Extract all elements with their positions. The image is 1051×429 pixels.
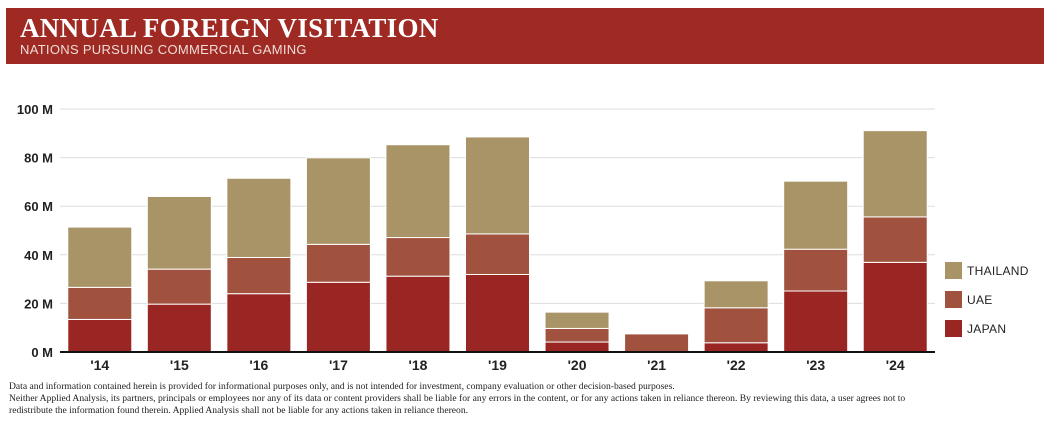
bar-thailand-6 bbox=[544, 311, 610, 329]
bar-thailand-9 bbox=[783, 180, 849, 250]
legend-label-uae: UAE bbox=[967, 293, 993, 307]
bar-uae-5 bbox=[465, 233, 530, 275]
y-tick-label: 100 M bbox=[17, 102, 53, 117]
legend-label-thailand: THAILAND bbox=[967, 264, 1029, 278]
title-banner: ANNUAL FOREIGN VISITATION NATIONS PURSUI… bbox=[6, 8, 1044, 64]
x-tick-label: '18 bbox=[409, 357, 428, 373]
bar-uae-3 bbox=[305, 243, 371, 283]
bar-thailand-1 bbox=[146, 195, 212, 270]
bar-thailand-3 bbox=[305, 157, 371, 245]
x-tick-label: '21 bbox=[647, 357, 666, 373]
bar-thailand-7 bbox=[624, 332, 690, 335]
legend-swatch-thailand bbox=[945, 262, 962, 279]
bar-uae-2 bbox=[226, 256, 292, 295]
bar-japan-9 bbox=[783, 290, 849, 353]
legend-item-uae: UAE bbox=[945, 291, 1045, 311]
x-tick-label: '15 bbox=[170, 357, 189, 373]
bar-japan-5 bbox=[465, 273, 530, 353]
y-tick-label: 60 M bbox=[24, 199, 53, 214]
y-tick-label: 0 M bbox=[31, 345, 53, 360]
bar-japan-10 bbox=[862, 261, 928, 353]
legend-label-japan: JAPAN bbox=[967, 322, 1007, 336]
y-tick-label: 80 M bbox=[24, 151, 53, 166]
x-tick-label: '16 bbox=[249, 357, 268, 373]
bar-thailand-8 bbox=[703, 280, 769, 309]
x-tick-label: '23 bbox=[806, 357, 825, 373]
bar-japan-0 bbox=[67, 318, 133, 353]
bar-thailand-5 bbox=[465, 136, 530, 235]
chart-subtitle: NATIONS PURSUING COMMERCIAL GAMING bbox=[20, 42, 307, 57]
footnote-line-1: Data and information contained herein is… bbox=[9, 381, 675, 392]
x-tick-label: '17 bbox=[329, 357, 348, 373]
y-tick-label: 20 M bbox=[24, 296, 53, 311]
bar-japan-8 bbox=[703, 342, 769, 353]
bar-uae-10 bbox=[862, 216, 928, 263]
bar-uae-1 bbox=[146, 268, 212, 305]
stacked-bar-chart: 0 M 20 M 40 M 60 M 80 M 100 M '14 '15 '16 '17 '18… bbox=[17, 102, 935, 373]
bar-japan-2 bbox=[226, 293, 292, 353]
bar-uae-8 bbox=[703, 307, 769, 344]
bar-uae-0 bbox=[67, 286, 133, 320]
footnote-line-2: Neither Applied Analysis, its partners, … bbox=[9, 393, 906, 404]
x-tick-label: '24 bbox=[886, 357, 905, 373]
x-axis-ticks: '14 '15 '16 '17 '18 '19 '20 '21 '22 '23 '24 bbox=[90, 357, 905, 373]
y-tick-label: 40 M bbox=[24, 248, 53, 263]
bar-uae-7 bbox=[624, 333, 690, 353]
x-tick-label: '22 bbox=[727, 357, 746, 373]
legend-swatch-uae bbox=[945, 291, 962, 308]
x-tick-label: '19 bbox=[488, 357, 507, 373]
bar-uae-9 bbox=[783, 248, 849, 292]
legend-swatch-japan bbox=[945, 320, 962, 337]
bar-japan-4 bbox=[385, 275, 451, 353]
y-axis-ticks: 0 M 20 M 40 M 60 M 80 M 100 M bbox=[17, 102, 53, 360]
chart-title: ANNUAL FOREIGN VISITATION bbox=[20, 13, 439, 43]
bar-thailand-4 bbox=[385, 144, 451, 239]
bar-japan-6 bbox=[544, 341, 610, 353]
bars bbox=[67, 130, 928, 353]
bar-thailand-2 bbox=[226, 177, 292, 258]
bar-japan-3 bbox=[305, 281, 371, 353]
legend-item-japan: JAPAN bbox=[945, 320, 1045, 340]
disclaimer-footnote: Data and information contained herein is… bbox=[9, 381, 1044, 417]
legend-item-thailand: THAILAND bbox=[945, 262, 1045, 282]
footnote-line-3: redistribute the information found there… bbox=[9, 405, 469, 416]
bar-uae-4 bbox=[385, 237, 451, 277]
bar-japan-1 bbox=[146, 303, 212, 353]
bar-uae-6 bbox=[544, 327, 610, 343]
x-tick-label: '14 bbox=[90, 357, 109, 373]
bar-thailand-0 bbox=[67, 226, 133, 288]
bar-thailand-10 bbox=[862, 130, 928, 218]
x-tick-label: '20 bbox=[568, 357, 587, 373]
